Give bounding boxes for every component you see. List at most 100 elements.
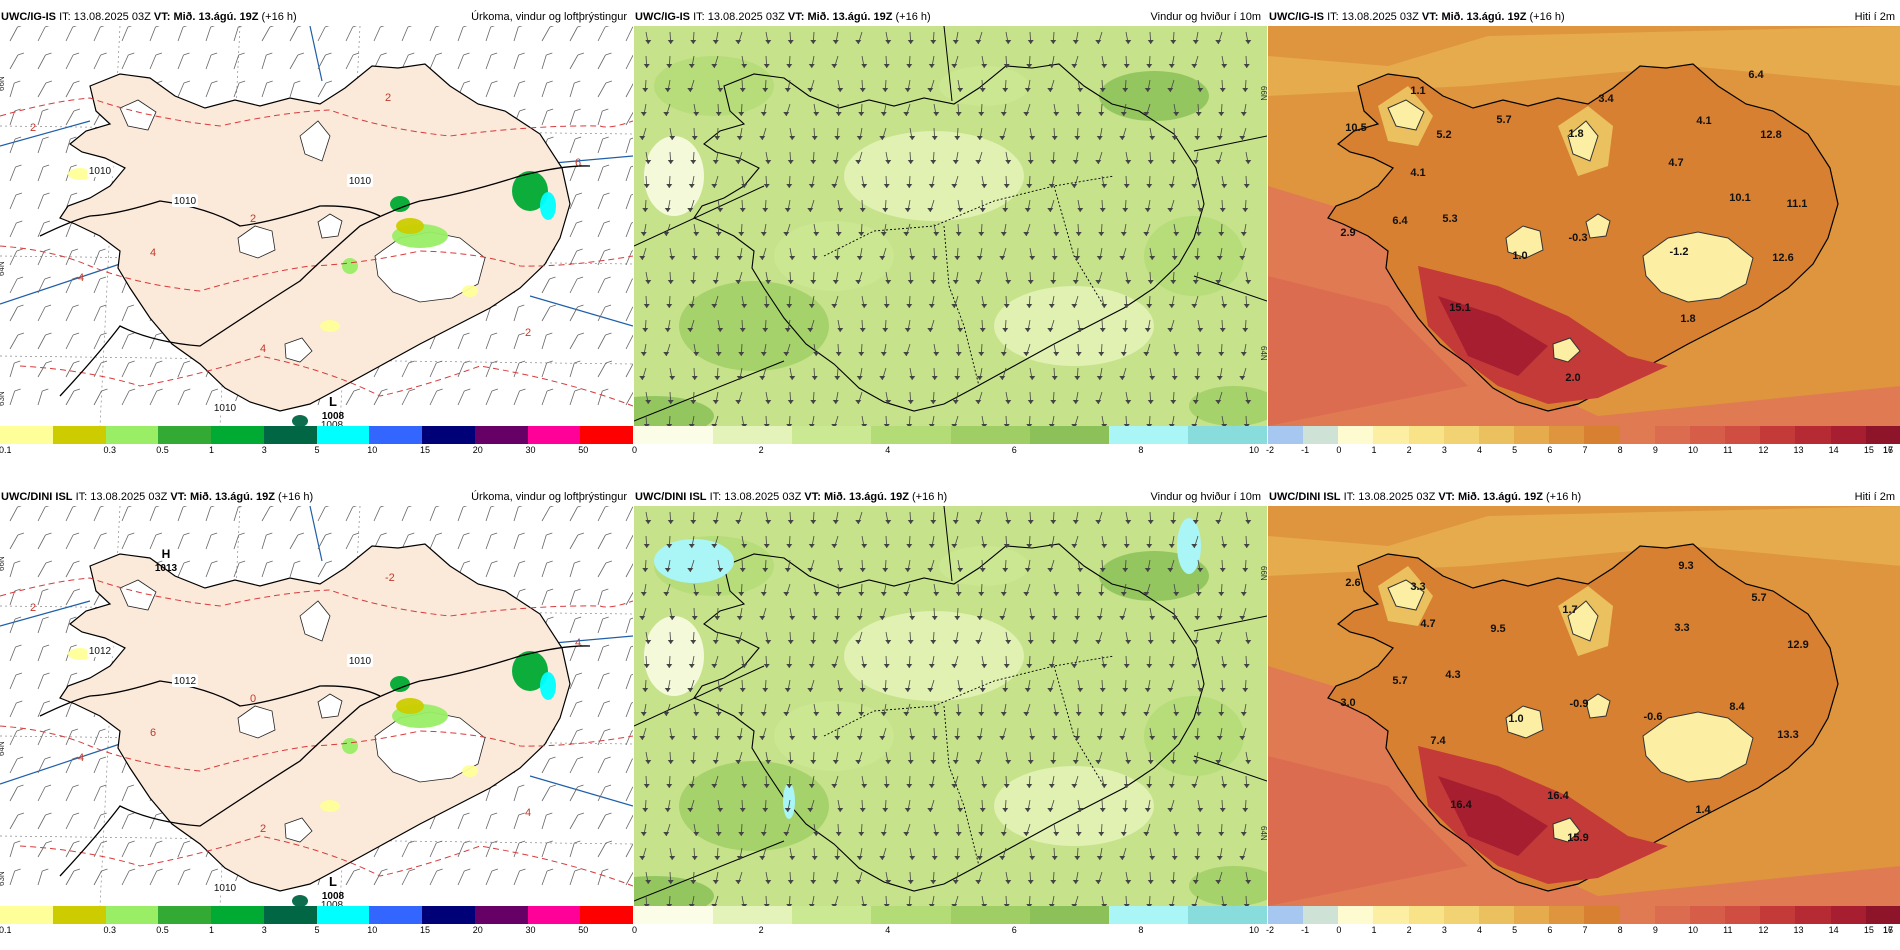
colorbar-swatch [1408,906,1444,924]
vt-value: Mið. 13.ágú. 19Z [1457,491,1543,503]
colorbar-label: 10 [1249,445,1260,455]
pressure-label: 1012 [172,674,198,687]
colorbar-label: 10 [1688,925,1699,935]
glacier [284,337,313,363]
colorbar-label: 0 [1336,925,1342,935]
coastline [693,543,1205,892]
it-value: 13.08.2025 03Z [73,11,151,23]
precip-area [342,738,358,754]
colorbar-swatches [634,426,1267,444]
colorbar-swatch [1338,426,1374,444]
temp-contour-label: 4 [78,272,84,284]
temperature-value: 2.9 [1340,227,1355,239]
colorbar-label: 17 [1883,445,1894,455]
svg-text:1010: 1010 [214,403,237,414]
colorbar-label: 9 [1652,445,1658,455]
colorbar-swatch [1830,906,1866,924]
colorbar-swatch [158,906,211,924]
wind-speed-area [774,701,894,771]
wind-speed-area [939,66,1029,106]
colorbar-swatch [211,906,264,924]
isobar [39,680,381,717]
it-value: 13.08.2025 03Z [707,11,785,23]
temp-contour-label: 6 [575,157,581,169]
colorbar-label: 17 [1883,925,1894,935]
precip-area [462,765,478,777]
colorbar-label: -2 [1266,925,1275,935]
colorbar-label: 13 [1793,925,1804,935]
low-symbol: L [329,874,337,889]
temperature-value: 4.7 [1668,157,1683,169]
wind-speed-area [654,56,774,116]
glacier [284,817,313,843]
colorbar-swatch [316,906,370,924]
colorbar-precip: 0.1 0.3 0.5 1 3 5 10 15 20 30 50 [0,906,633,936]
colorbar-label: 14 [1828,925,1839,935]
wind-speed-area [679,281,829,371]
temperature-value: 5.7 [1751,592,1766,604]
colorbar-swatch [1584,906,1620,924]
colorbar-swatch [1619,426,1655,444]
colorbar-label: 3 [1441,445,1447,455]
temp-zone [1438,296,1548,376]
colorbar-precip: 0.1 0.3 0.5 1 3 5 10 15 20 30 50 [0,426,633,456]
glacier [317,693,343,719]
colorbar-label: 10 [1688,445,1699,455]
colorbar-label: 0.5 [156,445,169,455]
colorbar-swatch [1760,906,1796,924]
colorbar-swatch [1654,426,1690,444]
precip-area [396,698,424,714]
temp-zone [1418,746,1668,884]
temperature-value: 9.5 [1490,623,1505,635]
colorbar-swatch [1689,906,1726,924]
isobar [39,200,381,237]
colorbar-label: 0 [632,445,638,455]
precip-area [342,258,358,274]
colorbar-swatch [871,426,951,444]
temperature-value: 1.8 [1568,128,1583,140]
it-label: IT: [1327,11,1339,23]
map-canvas: 1.1 10.5 5.2 5.7 3.4 1.8 6.4 4.1 12.8 4.1 4.7 10.1 1… [1268,26,1900,426]
colorbar-labels: -2 -1 0 1 2 3 4 5 6 7 8 9 10 11 12 13 14 15 16 17 [1266,925,1900,937]
temperature-value: 4.3 [1445,669,1460,681]
it-label: IT: [693,11,705,23]
colorbar-swatch [1549,906,1585,924]
colorbar-swatch [1443,906,1479,924]
colorbar-swatch [263,426,317,444]
svg-text:1008: 1008 [321,420,344,426]
temperature-value: 1.0 [1508,713,1523,725]
glacier [1552,337,1581,363]
temp-contour [19,355,633,407]
colorbar-swatch [527,906,581,924]
temp-contour-label: 2 [30,602,36,614]
vt-label: VT: [804,491,821,503]
colorbar-label: 5 [1512,925,1518,935]
temp-contour-label: 6 [150,727,156,739]
coastline [59,543,571,892]
latitude-label: 63N [0,871,6,886]
temperature-value: 16.4 [1547,790,1569,802]
colorbar-swatch [422,906,475,924]
temperature-value: 6.4 [1392,215,1408,227]
temp-zone [1268,506,1900,576]
run-info: UWC/IG-IS IT: 13.08.2025 03Z VT: Mið. 13… [635,8,931,26]
latitude-label: 66N [0,76,6,91]
colorbar-swatch [52,906,106,924]
temp-contour-label: 2 [260,823,266,835]
isobar [59,165,591,397]
colorbar-swatch [1029,426,1109,444]
temperature-value: 3.3 [1674,622,1689,634]
colorbar-swatches [634,906,1267,924]
wind-speed-area [1144,696,1244,776]
coastline [693,63,1205,412]
panel-title: UWC/DINI ISL IT: 13.08.2025 03Z VT: Mið.… [0,488,633,506]
colorbar-label: 10 [1249,925,1260,935]
temp-contour [0,577,633,617]
colorbar-label: -1 [1301,445,1310,455]
latitude-label: 66N [0,556,6,571]
coastline [59,63,571,412]
latitude-label: 64N [1259,826,1267,841]
temperature-value: 8.4 [1729,701,1745,713]
colorbar-swatch [1108,906,1188,924]
colorbar-label: 1 [1371,445,1377,455]
